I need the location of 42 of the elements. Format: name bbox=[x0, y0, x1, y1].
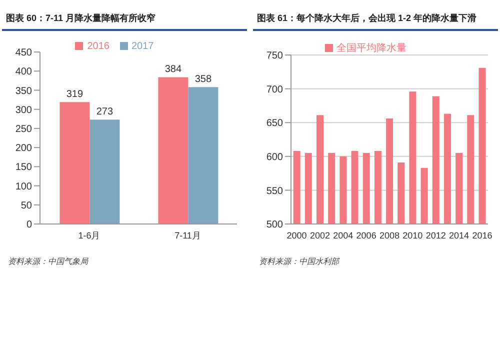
data-label: 358 bbox=[194, 74, 212, 86]
legend-label: 2017 bbox=[132, 41, 154, 52]
x-tick-label: 2010 bbox=[402, 230, 423, 240]
y-tick-label: 150 bbox=[15, 162, 32, 174]
y-tick-label: 400 bbox=[15, 66, 32, 78]
bar bbox=[90, 120, 120, 224]
y-tick-label: 650 bbox=[266, 118, 284, 130]
x-tick-label: 2004 bbox=[333, 230, 354, 240]
y-tick-label: 750 bbox=[266, 50, 284, 62]
data-label: 319 bbox=[66, 89, 84, 100]
legend-label: 全国平均降水量 bbox=[336, 43, 406, 54]
y-tick-label: 350 bbox=[15, 86, 32, 97]
x-tick-label: 2016 bbox=[472, 230, 492, 240]
x-tick-label: 2014 bbox=[449, 230, 470, 240]
text: 资料来源：中国气象局 bbox=[7, 256, 90, 267]
text: 资料来源：中国水利部 bbox=[258, 256, 341, 267]
y-tick-label: 250 bbox=[15, 124, 32, 135]
x-tick-label: 2006 bbox=[356, 230, 376, 240]
chart-title: 图表 61：每个降水大年后，会出现 1-2 年的降水量下滑 bbox=[253, 0, 498, 31]
chart-title: 图表 60：7-11 月降水量降幅有所收窄 bbox=[2, 0, 247, 31]
y-tick-label: 550 bbox=[266, 186, 284, 197]
bar bbox=[60, 102, 90, 224]
y-tick-label: 200 bbox=[15, 143, 32, 154]
y-tick-label: 0 bbox=[26, 220, 32, 231]
bar bbox=[188, 87, 218, 224]
bar bbox=[158, 77, 188, 224]
legend-label: 2016 bbox=[87, 41, 110, 52]
y-tick-label: 500 bbox=[266, 220, 284, 231]
y-tick-label: 300 bbox=[15, 104, 32, 116]
y-tick-label: 50 bbox=[20, 200, 32, 212]
x-tick-label: 2008 bbox=[379, 230, 400, 240]
data-label: 384 bbox=[164, 64, 182, 76]
x-tick-label: 2012 bbox=[426, 230, 446, 240]
y-tick-label: 450 bbox=[15, 48, 32, 59]
x-tick-label: 7-11月 bbox=[174, 230, 201, 240]
y-tick-label: 600 bbox=[266, 152, 284, 163]
x-tick-label: 2000 bbox=[286, 230, 307, 240]
data-label: 273 bbox=[96, 106, 114, 118]
x-tick-label: 2002 bbox=[310, 230, 330, 240]
x-tick-label: 1-6月 bbox=[78, 230, 100, 240]
y-tick-label: 700 bbox=[266, 84, 284, 96]
y-tick-label: 100 bbox=[15, 181, 32, 192]
